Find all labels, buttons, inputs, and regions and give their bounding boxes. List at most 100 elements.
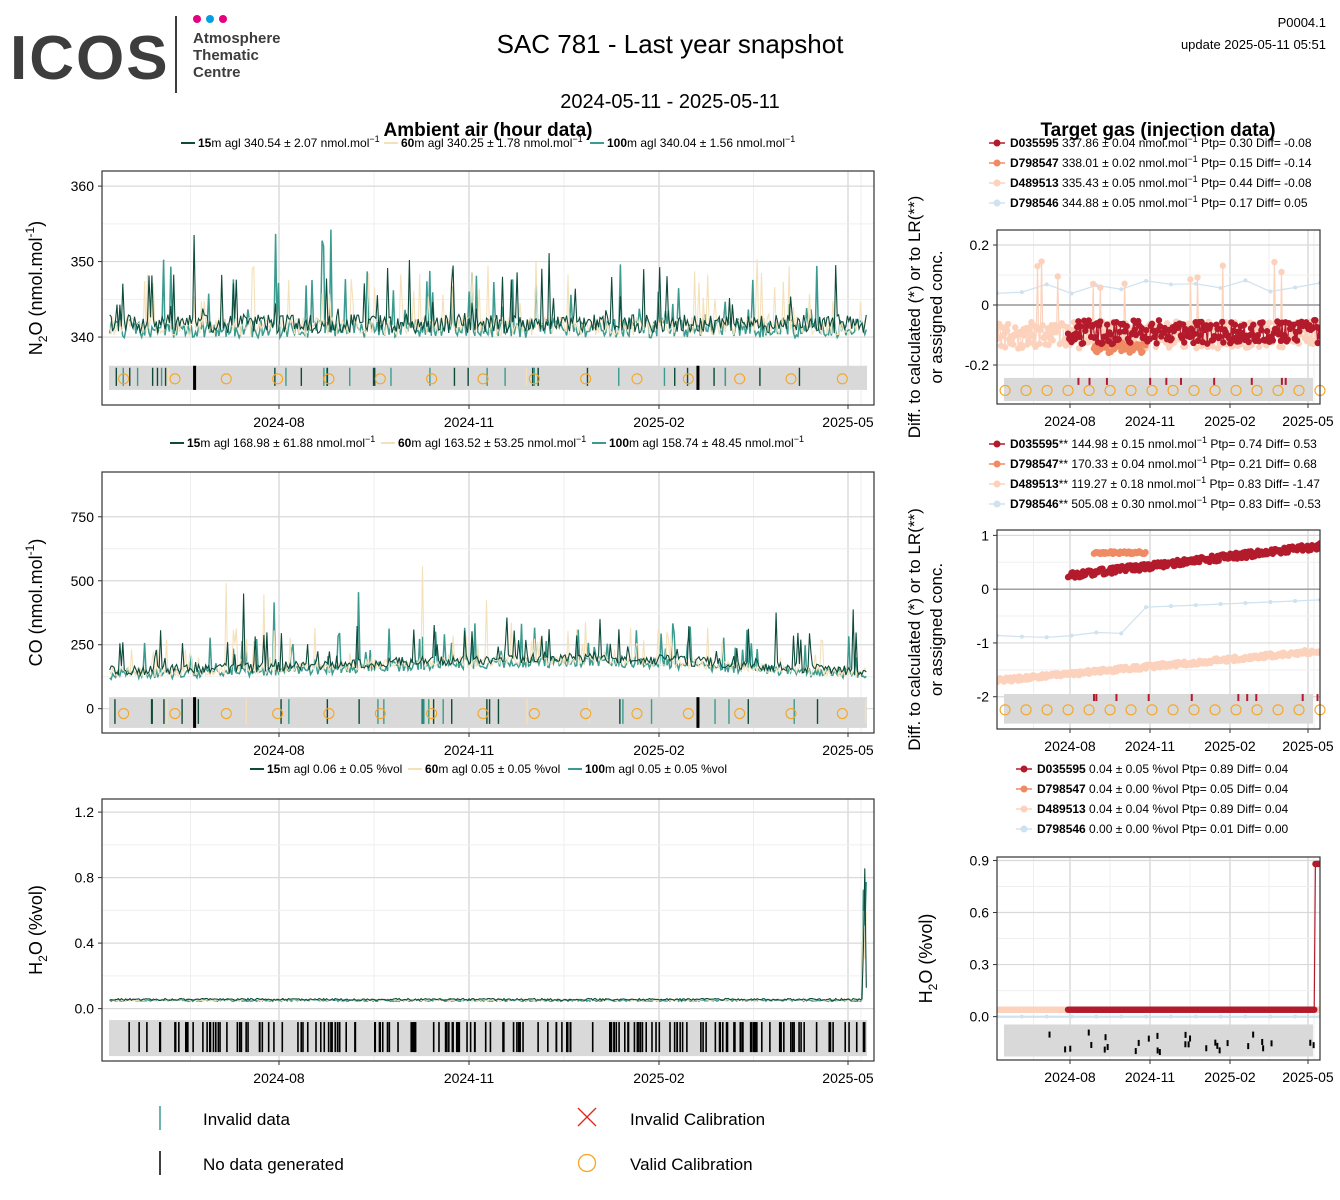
y-tick-label: 750 bbox=[71, 509, 95, 525]
no-data-block bbox=[193, 365, 197, 390]
data-point bbox=[1316, 860, 1320, 868]
no-data-mark bbox=[1137, 1039, 1140, 1046]
invalid-target-mark bbox=[1316, 694, 1319, 702]
no-data-mark bbox=[1158, 1049, 1161, 1056]
no-data-mark bbox=[1226, 1040, 1229, 1047]
series-line-100m bbox=[108, 229, 868, 341]
valid-cal-marker bbox=[1020, 704, 1032, 716]
valid-cal-marker bbox=[272, 373, 284, 385]
data-point bbox=[1193, 603, 1198, 608]
x-tick-label: 2025-02 bbox=[1204, 1069, 1256, 1085]
y-axis-label: H2O (%vol) bbox=[916, 914, 940, 1004]
series-D798546 bbox=[997, 597, 1320, 640]
valid-cal-marker bbox=[1041, 704, 1053, 716]
valid-cal-marker bbox=[999, 384, 1011, 397]
valid-cal-marker bbox=[477, 707, 489, 720]
data-point bbox=[1119, 631, 1124, 636]
data-point bbox=[1089, 280, 1097, 288]
data-point bbox=[1092, 334, 1099, 341]
valid-cal-marker bbox=[631, 707, 643, 720]
valid-cal-marker bbox=[220, 373, 232, 385]
data-point bbox=[1271, 258, 1278, 266]
y-tick-label: 1 bbox=[981, 527, 989, 543]
data-point bbox=[1094, 630, 1099, 635]
no-data-mark bbox=[1069, 1045, 1072, 1052]
no-data-mark bbox=[1087, 1029, 1090, 1036]
panel-ambient_n2o: 340 350 360 2024-08 2024-11 2025-02 2025-05 N2O… bbox=[23, 134, 875, 430]
no-data-mark bbox=[1205, 1045, 1208, 1052]
data-point bbox=[1034, 262, 1041, 270]
data-point bbox=[1279, 344, 1286, 351]
data-point bbox=[1316, 540, 1320, 547]
status-marks bbox=[999, 694, 1326, 716]
data-point bbox=[1312, 317, 1319, 324]
y-tick-label: 0.9 bbox=[970, 852, 990, 868]
legend-entry-D035595: D035595** 144.98 ± 0.15 nmol.mol−1 Ptp= … bbox=[1010, 435, 1317, 451]
no-data-mark bbox=[1147, 1035, 1150, 1042]
data-point bbox=[1186, 333, 1194, 341]
data-point bbox=[1155, 317, 1163, 324]
data-point bbox=[1122, 327, 1129, 335]
data-point bbox=[1293, 285, 1298, 290]
data-point bbox=[1119, 287, 1124, 292]
data-point bbox=[1012, 324, 1019, 331]
invalid-target-mark bbox=[1280, 377, 1283, 385]
legend-entry-60m: 60m agl 0.05 ± 0.05 %vol bbox=[425, 762, 560, 776]
valid-cal-marker bbox=[836, 707, 848, 720]
data-point bbox=[1193, 281, 1198, 286]
series-line bbox=[997, 279, 1320, 295]
valid-cal-marker bbox=[1167, 384, 1179, 397]
no-data-mark bbox=[1252, 1031, 1255, 1038]
data-point bbox=[1187, 276, 1194, 283]
panel-border bbox=[996, 856, 1321, 1061]
data-point bbox=[1099, 565, 1106, 572]
valid-cal-marker bbox=[785, 707, 797, 720]
series-D035595 bbox=[1064, 316, 1320, 348]
x-tick-label: 2024-08 bbox=[1044, 738, 1096, 754]
data-point bbox=[1082, 327, 1089, 334]
y-axis-label-2: or assigned conc. bbox=[927, 250, 946, 383]
valid-cal-marker bbox=[323, 707, 335, 720]
data-point bbox=[1054, 273, 1061, 280]
no-data-mark bbox=[1189, 1035, 1192, 1042]
invalid-target-mark bbox=[1237, 694, 1240, 702]
status-marks bbox=[128, 1022, 866, 1053]
panel-ambient_co: 0 250 500 750 2024-08 2024-11 2025-02 2025-05 CO… bbox=[23, 434, 875, 758]
invalid-target-mark bbox=[1284, 377, 1287, 385]
legend: 15m agl 340.54 ± 2.07 nmol.mol−1 60m agl … bbox=[181, 134, 795, 150]
series-line-60m bbox=[109, 259, 867, 338]
y-tick-label: -0.2 bbox=[965, 357, 989, 373]
page-subtitle: 2024-05-11 - 2025-05-11 bbox=[560, 91, 779, 113]
target-section-title: Target gas (injection data) bbox=[1040, 120, 1275, 141]
data-point bbox=[1052, 328, 1059, 336]
data-point bbox=[1045, 341, 1052, 349]
data-point bbox=[1019, 1014, 1024, 1019]
panels: 340 350 360 2024-08 2024-11 2025-02 2025-05 N2O… bbox=[23, 134, 1334, 1086]
valid-cal-marker bbox=[426, 707, 438, 720]
data-point bbox=[1281, 332, 1288, 339]
valid-cal-marker bbox=[1083, 384, 1095, 397]
data-point bbox=[1284, 336, 1291, 343]
grid bbox=[997, 230, 1320, 404]
logo-dot-pink-2 bbox=[219, 15, 227, 23]
invalid-target-mark bbox=[1250, 377, 1253, 385]
valid-cal-marker bbox=[426, 373, 438, 385]
status-band bbox=[1004, 377, 1313, 401]
data-point bbox=[1036, 340, 1043, 347]
panel-border bbox=[996, 529, 1321, 730]
invalid-target-mark bbox=[1149, 377, 1152, 385]
data-point bbox=[1142, 549, 1149, 556]
data-point bbox=[1069, 291, 1074, 296]
valid-cal-marker bbox=[169, 373, 181, 385]
panel-target_n2o: -0.2 0 0.2 2024-08 2024-11 2025-02 2025-05 Diff… bbox=[905, 134, 1334, 438]
plot-area bbox=[109, 566, 867, 682]
data-point bbox=[1245, 338, 1252, 346]
x-tick-label: 2024-11 bbox=[444, 742, 495, 758]
series-D035595 bbox=[1064, 540, 1320, 581]
data-point bbox=[1019, 634, 1024, 639]
legend-point-D035595 bbox=[1020, 765, 1028, 773]
x-tick-label: 2025-02 bbox=[1204, 738, 1256, 754]
valid-cal-marker bbox=[1188, 704, 1200, 716]
invalid-target-mark bbox=[1255, 694, 1258, 702]
legend-entry-15m: 15m agl 340.54 ± 2.07 nmol.mol−1 bbox=[198, 134, 380, 150]
